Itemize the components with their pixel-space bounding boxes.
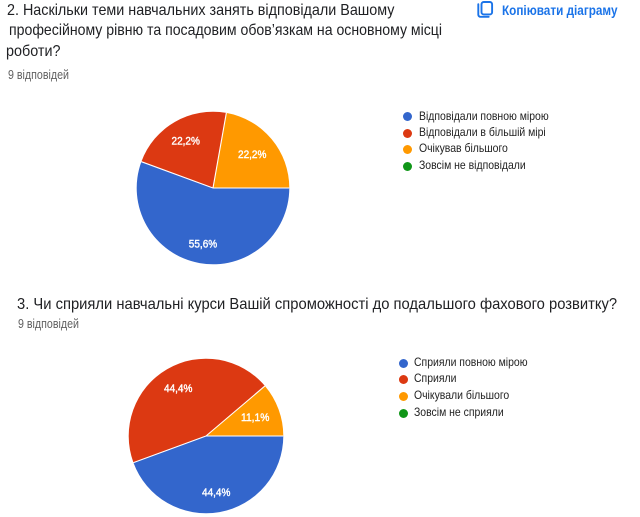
svg-text:44,4%: 44,4% [202,486,231,498]
svg-text:22,2%: 22,2% [238,149,267,161]
svg-text:55,6%: 55,6% [189,239,218,251]
svg-text:11,1%: 11,1% [241,412,270,424]
svg-text:22,2%: 22,2% [172,136,201,148]
svg-text:44,4%: 44,4% [164,383,193,395]
